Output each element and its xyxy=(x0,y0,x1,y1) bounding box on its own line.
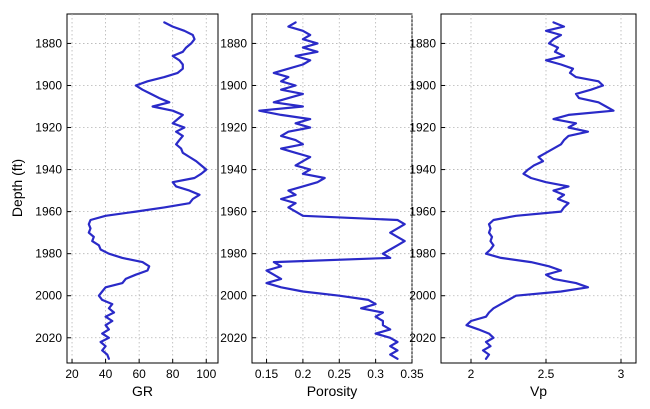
y-tick-label: 1900 xyxy=(35,78,62,92)
y-axis-label: Depth (ft) xyxy=(9,159,25,217)
x-tick-label: 0.35 xyxy=(400,367,424,381)
x-axis-label: GR xyxy=(132,383,153,399)
panel-frame xyxy=(66,13,219,364)
log-panel-1: 20 40 60 80 100 1880 1900 1920 1940 1960 1980 2000 2… xyxy=(35,13,219,399)
log-curve-vp xyxy=(465,21,615,360)
x-tick-label: 3 xyxy=(618,367,625,381)
log-panel-2: 0.15 0.2 0.25 0.3 0.35 1880 1900 1920 1940 1960 19… xyxy=(220,13,424,399)
y-tick-label: 1920 xyxy=(409,121,436,135)
y-tick-label: 1920 xyxy=(35,121,62,135)
y-tick-label: 2020 xyxy=(220,331,247,345)
x-tick-label: 40 xyxy=(99,367,113,381)
y-tick-label: 1900 xyxy=(409,78,436,92)
y-tick-label: 2000 xyxy=(35,289,62,303)
panel-frame xyxy=(251,13,413,364)
y-tick-label: 1940 xyxy=(220,163,247,177)
y-tick-label: 1960 xyxy=(220,205,247,219)
y-tick-label: 1940 xyxy=(409,163,436,177)
y-tick-label: 1980 xyxy=(35,247,62,261)
x-tick-label: 20 xyxy=(65,367,79,381)
y-tick-label: 2000 xyxy=(220,289,247,303)
y-tick-label: 1980 xyxy=(409,247,436,261)
x-axis-label: Vp xyxy=(530,383,547,399)
y-tick-label: 2000 xyxy=(409,289,436,303)
y-tick-label: 2020 xyxy=(35,331,62,345)
x-tick-label: 0.3 xyxy=(367,367,384,381)
x-tick-label: 0.2 xyxy=(295,367,312,381)
log-curve-gr xyxy=(87,21,208,360)
panel-frame xyxy=(440,13,637,364)
y-tick-label: 1920 xyxy=(220,121,247,135)
y-tick-label: 1900 xyxy=(220,78,247,92)
y-tick-label: 1960 xyxy=(409,205,436,219)
y-tick-label: 1940 xyxy=(35,163,62,177)
x-tick-label: 0.25 xyxy=(328,367,352,381)
y-tick-label: 1880 xyxy=(409,36,436,50)
x-tick-label: 60 xyxy=(132,367,146,381)
x-axis-label: Porosity xyxy=(307,383,358,399)
x-tick-label: 2 xyxy=(468,367,475,381)
log-curve-porosity xyxy=(258,21,406,360)
y-tick-label: 1880 xyxy=(220,36,247,50)
x-tick-label: 80 xyxy=(166,367,180,381)
y-tick-label: 1980 xyxy=(220,247,247,261)
x-tick-label: 2.5 xyxy=(538,367,555,381)
x-tick-label: 0.15 xyxy=(255,367,279,381)
y-tick-label: 1960 xyxy=(35,205,62,219)
log-panel-3: 2 2.5 3 1880 1900 1920 1940 1960 1980 2000 2020 Vp xyxy=(409,13,637,399)
y-tick-label: 2020 xyxy=(409,331,436,345)
x-tick-label: 100 xyxy=(196,367,216,381)
y-tick-label: 1880 xyxy=(35,36,62,50)
